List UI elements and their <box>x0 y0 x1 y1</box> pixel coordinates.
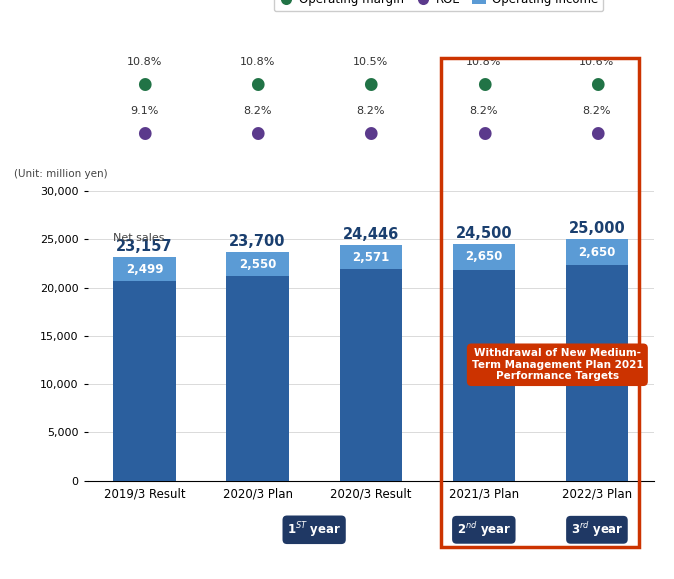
Text: ●: ● <box>477 75 491 93</box>
Text: Net sales: Net sales <box>113 233 164 243</box>
Text: ●: ● <box>137 124 152 142</box>
Text: 2,571: 2,571 <box>352 251 390 263</box>
Bar <box>453 244 515 270</box>
Text: 10.8%: 10.8% <box>466 57 501 67</box>
Text: 23,157: 23,157 <box>116 239 173 254</box>
Text: 2,499: 2,499 <box>126 263 163 276</box>
Bar <box>566 239 628 265</box>
Text: ●: ● <box>250 75 265 93</box>
Bar <box>113 281 175 481</box>
Text: 10.8%: 10.8% <box>240 57 275 67</box>
Text: 8.2%: 8.2% <box>357 106 385 116</box>
Text: 2$^{nd}$ year: 2$^{nd}$ year <box>456 521 511 539</box>
Text: 2,650: 2,650 <box>465 251 503 263</box>
Bar <box>340 269 402 481</box>
Text: ●: ● <box>250 124 265 142</box>
Bar <box>226 252 288 276</box>
Text: 2,650: 2,650 <box>578 245 615 259</box>
Text: 10.6%: 10.6% <box>580 57 615 67</box>
Text: 24,500: 24,500 <box>456 226 512 241</box>
Text: ●: ● <box>137 75 152 93</box>
Text: 2,550: 2,550 <box>239 258 276 270</box>
Text: 8.2%: 8.2% <box>583 106 611 116</box>
Bar <box>226 276 288 481</box>
Text: ●: ● <box>363 124 378 142</box>
Text: 23,700: 23,700 <box>229 234 286 249</box>
Text: 1$^{ST}$ year: 1$^{ST}$ year <box>287 520 341 540</box>
Bar <box>340 245 402 269</box>
Legend: Operating margin, ROE, Operating income: Operating margin, ROE, Operating income <box>274 0 603 11</box>
Text: 8.2%: 8.2% <box>243 106 272 116</box>
Text: 25,000: 25,000 <box>569 221 625 236</box>
Text: 24,446: 24,446 <box>342 227 399 242</box>
Bar <box>566 265 628 481</box>
Text: 10.5%: 10.5% <box>353 57 388 67</box>
Text: ●: ● <box>590 75 604 93</box>
Text: 10.8%: 10.8% <box>127 57 162 67</box>
Text: (Unit: million yen): (Unit: million yen) <box>14 170 108 179</box>
Text: ●: ● <box>477 124 491 142</box>
Text: 9.1%: 9.1% <box>130 106 158 116</box>
Bar <box>113 257 175 281</box>
Text: 3$^{rd}$ year: 3$^{rd}$ year <box>571 521 623 539</box>
Bar <box>453 270 515 481</box>
Text: Withdrawal of New Medium-
Term Management Plan 2021
Performance Targets: Withdrawal of New Medium- Term Managemen… <box>472 348 643 382</box>
Text: ●: ● <box>363 75 378 93</box>
Text: 8.2%: 8.2% <box>470 106 498 116</box>
Text: ●: ● <box>590 124 604 142</box>
